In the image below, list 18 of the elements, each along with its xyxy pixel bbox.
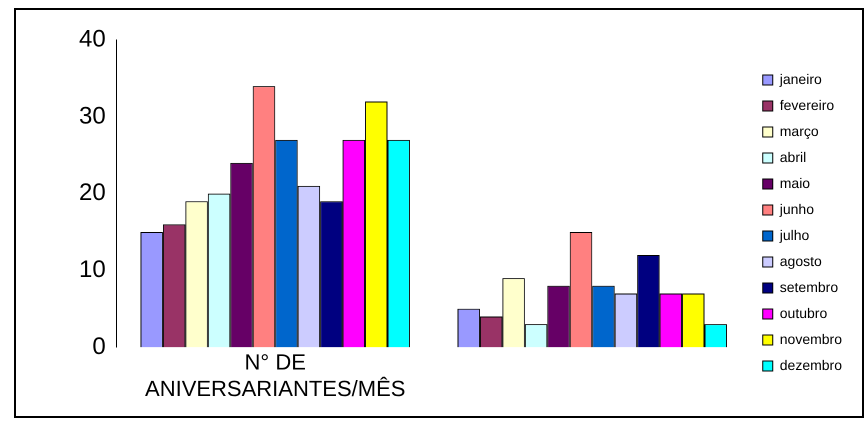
y-tick-label: 10 xyxy=(78,256,106,284)
legend-label: maio xyxy=(780,174,810,191)
legend-label: junho xyxy=(778,200,814,217)
legend-label: setembro xyxy=(780,278,838,295)
legend-label: janeiro xyxy=(778,70,822,87)
legend-label: agosto xyxy=(780,252,822,269)
legend-label: abril xyxy=(780,148,806,165)
y-tick-label: 20 xyxy=(78,179,106,206)
x-tick-label: N° DE ANIVERSARIANTES/MÊS xyxy=(145,349,406,401)
legend-label: outubro xyxy=(780,304,828,321)
y-tick-label: 0 xyxy=(92,332,106,360)
legend-label: fevereiro xyxy=(780,96,834,113)
legend-label: março xyxy=(780,122,819,139)
legend-label: julho xyxy=(778,226,810,243)
y-tick-label: 30 xyxy=(78,102,106,130)
legend-label: novembro xyxy=(780,330,842,347)
y-tick-label: 40 xyxy=(78,26,106,53)
legend-label: dezembro xyxy=(780,356,842,373)
